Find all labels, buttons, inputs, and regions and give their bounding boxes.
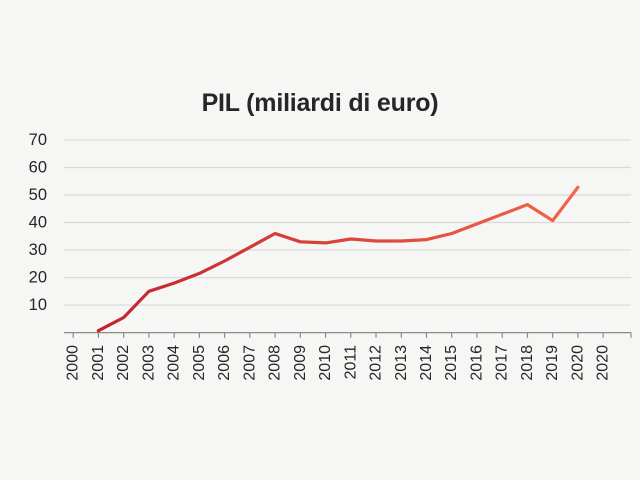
x-tick-label: 2017 xyxy=(494,345,511,381)
x-tick-label: 2004 xyxy=(166,345,183,381)
y-tick-label: 30 xyxy=(29,241,47,259)
chart-title: PIL (miliardi di euro) xyxy=(201,89,439,117)
x-tick-label: 2016 xyxy=(468,345,485,381)
x-tick-label: 2001 xyxy=(90,345,107,381)
y-tick-label: 60 xyxy=(29,158,47,176)
x-axis xyxy=(64,331,632,338)
x-tick-label: 2003 xyxy=(140,345,157,381)
y-tick-label: 20 xyxy=(29,269,47,287)
y-tick-label: 50 xyxy=(29,186,47,204)
x-tick-label: 2008 xyxy=(267,345,284,381)
x-tick-label: 2015 xyxy=(443,345,460,381)
x-tick-label: 2013 xyxy=(393,345,410,381)
x-tick-label: 2010 xyxy=(317,345,334,381)
gdp-line-series xyxy=(96,185,580,333)
x-tick-label: 2000 xyxy=(65,345,82,381)
x-tick-label: 2019 xyxy=(544,345,561,381)
y-tick-label: 40 xyxy=(29,214,47,232)
x-axis-labels: 2000 2001 2002 2003 2004 2005 2006 2007 2008 2009… xyxy=(65,345,612,381)
x-tick-label: 2002 xyxy=(115,345,132,381)
x-tick-label: 2011 xyxy=(342,345,359,380)
y-tick-label: 10 xyxy=(29,296,47,314)
y-axis-labels: 70 60 50 40 30 20 10 xyxy=(29,131,47,314)
y-gridlines xyxy=(64,139,631,306)
x-tick-label: 2007 xyxy=(241,345,258,381)
x-tick-label: 2018 xyxy=(519,345,536,381)
x-tick-label: 2012 xyxy=(368,345,385,381)
x-tick-label: 2005 xyxy=(191,345,208,381)
x-tick-label: 2006 xyxy=(216,345,233,381)
x-tick-label: 2020 xyxy=(569,345,586,381)
x-tick-label: 2014 xyxy=(418,345,435,381)
y-tick-label: 70 xyxy=(29,131,47,149)
x-tick-label: 2020 xyxy=(595,345,612,381)
x-tick-label: 2009 xyxy=(292,345,309,381)
